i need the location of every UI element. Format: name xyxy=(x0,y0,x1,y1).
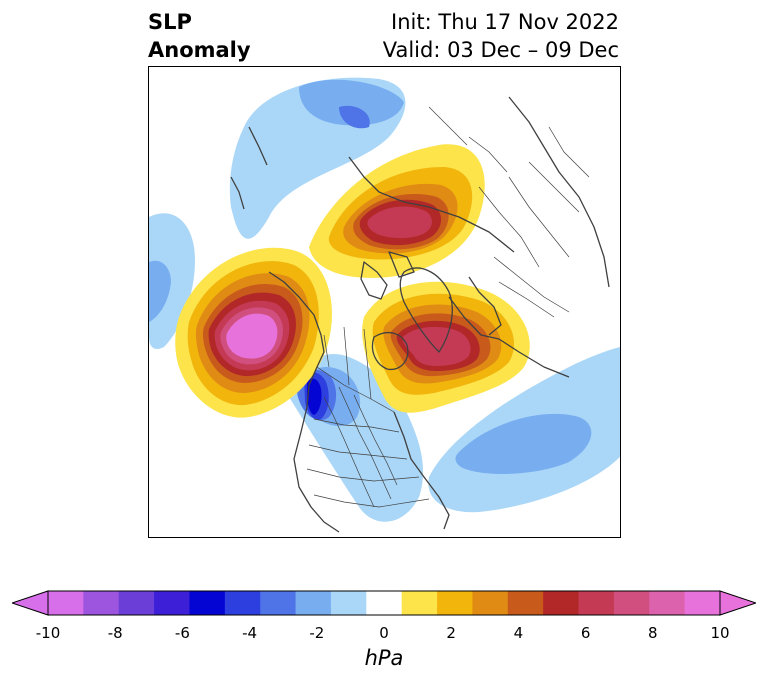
colorbar-segment xyxy=(330,591,367,615)
positive-anomaly-siberia xyxy=(309,144,485,278)
colorbar-segment xyxy=(684,591,721,615)
colorbar-segment xyxy=(578,591,615,615)
colorbar-segment xyxy=(543,591,580,615)
map-canvas xyxy=(149,77,620,533)
colorbar-tick-label: 0 xyxy=(379,624,389,642)
colorbar-segment xyxy=(295,591,332,615)
negative-anomaly-north xyxy=(229,77,406,239)
valid-dates: Valid: 03 Dec – 09 Dec xyxy=(382,38,619,62)
colorbar-segment xyxy=(189,591,226,615)
colorbar-tick-label: 10 xyxy=(710,624,730,642)
colorbar-segment xyxy=(401,591,438,615)
colorbar-tick-label: -2 xyxy=(309,624,325,642)
colorbar-segment xyxy=(154,591,190,615)
colorbar-under-extension xyxy=(12,590,49,616)
colorbar-segment xyxy=(48,591,84,615)
colorbar xyxy=(12,590,756,616)
colorbar-tick-label: 4 xyxy=(513,624,524,642)
title-line-1: SLP xyxy=(148,10,192,34)
colorbar-segment xyxy=(83,591,120,615)
colorbar-over-extension xyxy=(719,590,756,616)
colorbar-tick-label: 2 xyxy=(446,624,456,642)
colorbar-unit-label: hPa xyxy=(364,646,404,670)
borders xyxy=(306,106,590,508)
colorbar-segment xyxy=(437,591,473,615)
colorbar-segment xyxy=(613,591,650,615)
colorbar-frame xyxy=(47,590,721,616)
colorbar-segment xyxy=(366,591,403,615)
title-line-2: Anomaly xyxy=(148,38,251,62)
colorbar-segment xyxy=(472,591,509,615)
chart-title: SLP Anomaly xyxy=(148,8,251,64)
forecast-dates: Init: Thu 17 Nov 2022 Valid: 03 Dec – 09… xyxy=(383,8,619,64)
colorbar-segment xyxy=(507,591,544,615)
colorbar-segment xyxy=(649,591,686,615)
colorbar-tick-label: -4 xyxy=(242,624,258,642)
init-date: Init: Thu 17 Nov 2022 xyxy=(391,10,619,34)
colorbar-ticks: -10 -8 -6 -4 -2 0 2 4 6 8 10 xyxy=(0,624,768,644)
slp-anomaly-map xyxy=(148,66,621,538)
positive-anomaly-canada xyxy=(362,281,530,413)
colorbar-tick-label: -6 xyxy=(174,624,190,642)
negative-anomaly-atlantic xyxy=(428,347,620,513)
colorbar-tick-label: -8 xyxy=(107,624,123,642)
coastlines xyxy=(230,96,610,533)
colorbar-tick-label: 6 xyxy=(580,624,591,642)
colorbar-tick-label: -10 xyxy=(35,624,61,642)
colorbar-tick-label: 8 xyxy=(648,624,658,642)
colorbar-segment xyxy=(118,591,155,615)
colorbar-segment xyxy=(224,591,261,615)
colorbar-segment xyxy=(260,591,297,615)
